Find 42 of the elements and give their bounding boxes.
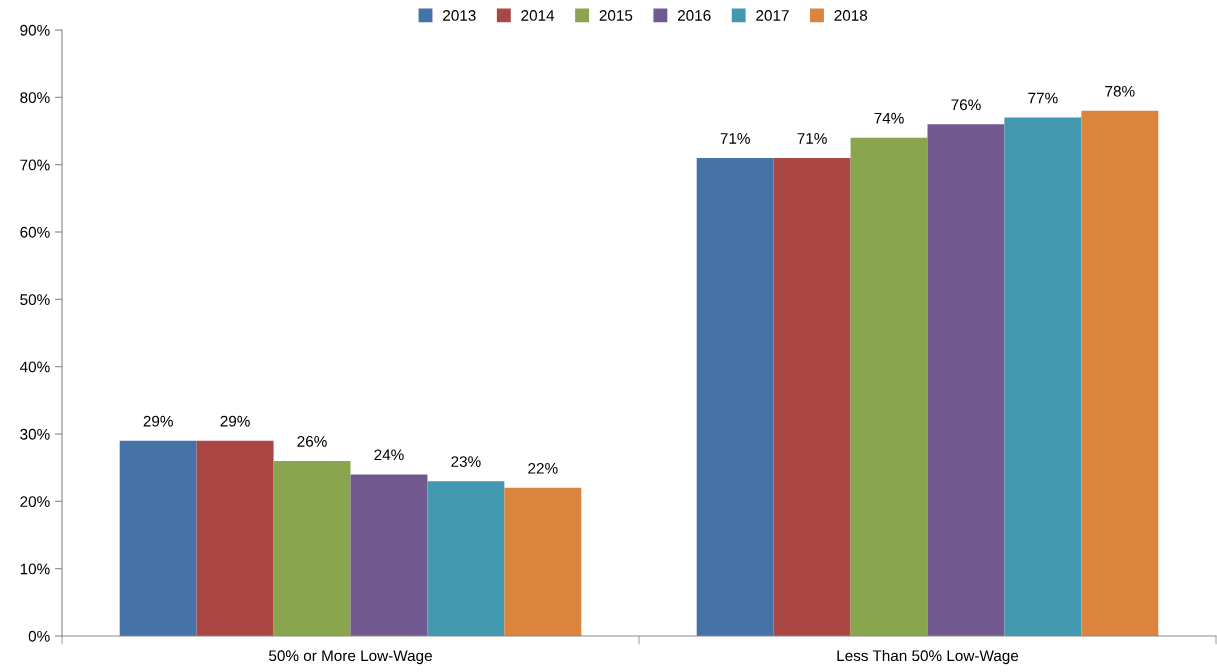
bar [850,137,928,636]
bar [696,157,774,636]
data-label: 29% [143,415,173,427]
y-tick-label: 0% [28,630,50,642]
legend-label: 2013 [443,10,476,21]
bar [773,157,851,636]
data-label: 78% [1105,85,1135,97]
bar [927,124,1005,636]
bar [196,440,274,636]
bar [1081,110,1159,636]
bar [427,481,505,636]
data-label: 74% [874,112,904,124]
y-tick-label: 60% [20,226,50,238]
legend-label: 2018 [834,10,868,21]
x-tick-label: 50% or More Low-Wage [269,650,432,665]
y-tick-label: 50% [20,294,50,306]
y-tick-label: 20% [20,496,50,508]
legend-label: 2016 [677,10,711,21]
y-tick-label: 10% [20,563,50,575]
data-label: 26% [297,435,327,447]
data-label: 29% [220,415,250,427]
bar [350,474,428,636]
y-tick-label: 40% [19,361,50,373]
data-label: 77% [1028,92,1058,104]
data-label: 22% [528,462,558,474]
legend-label: 2017 [756,10,789,21]
x-tick-label: Less Than 50% Low-Wage [837,649,1019,665]
bar [1004,117,1082,636]
legend-label: 2015 [599,10,633,21]
data-label: 24% [374,449,404,461]
y-tick-label: 90% [20,24,50,36]
y-tick-label: 70% [20,159,50,171]
y-tick-label: 30% [20,428,50,440]
bar [119,440,197,636]
data-label: 23% [451,456,481,467]
y-tick-label: 80% [20,92,50,104]
data-label: 71% [720,133,750,144]
bar [273,460,351,636]
data-label: 71% [797,133,827,144]
data-label: 76% [951,99,981,111]
bar [504,487,582,636]
legend-label: 2014 [521,10,555,21]
